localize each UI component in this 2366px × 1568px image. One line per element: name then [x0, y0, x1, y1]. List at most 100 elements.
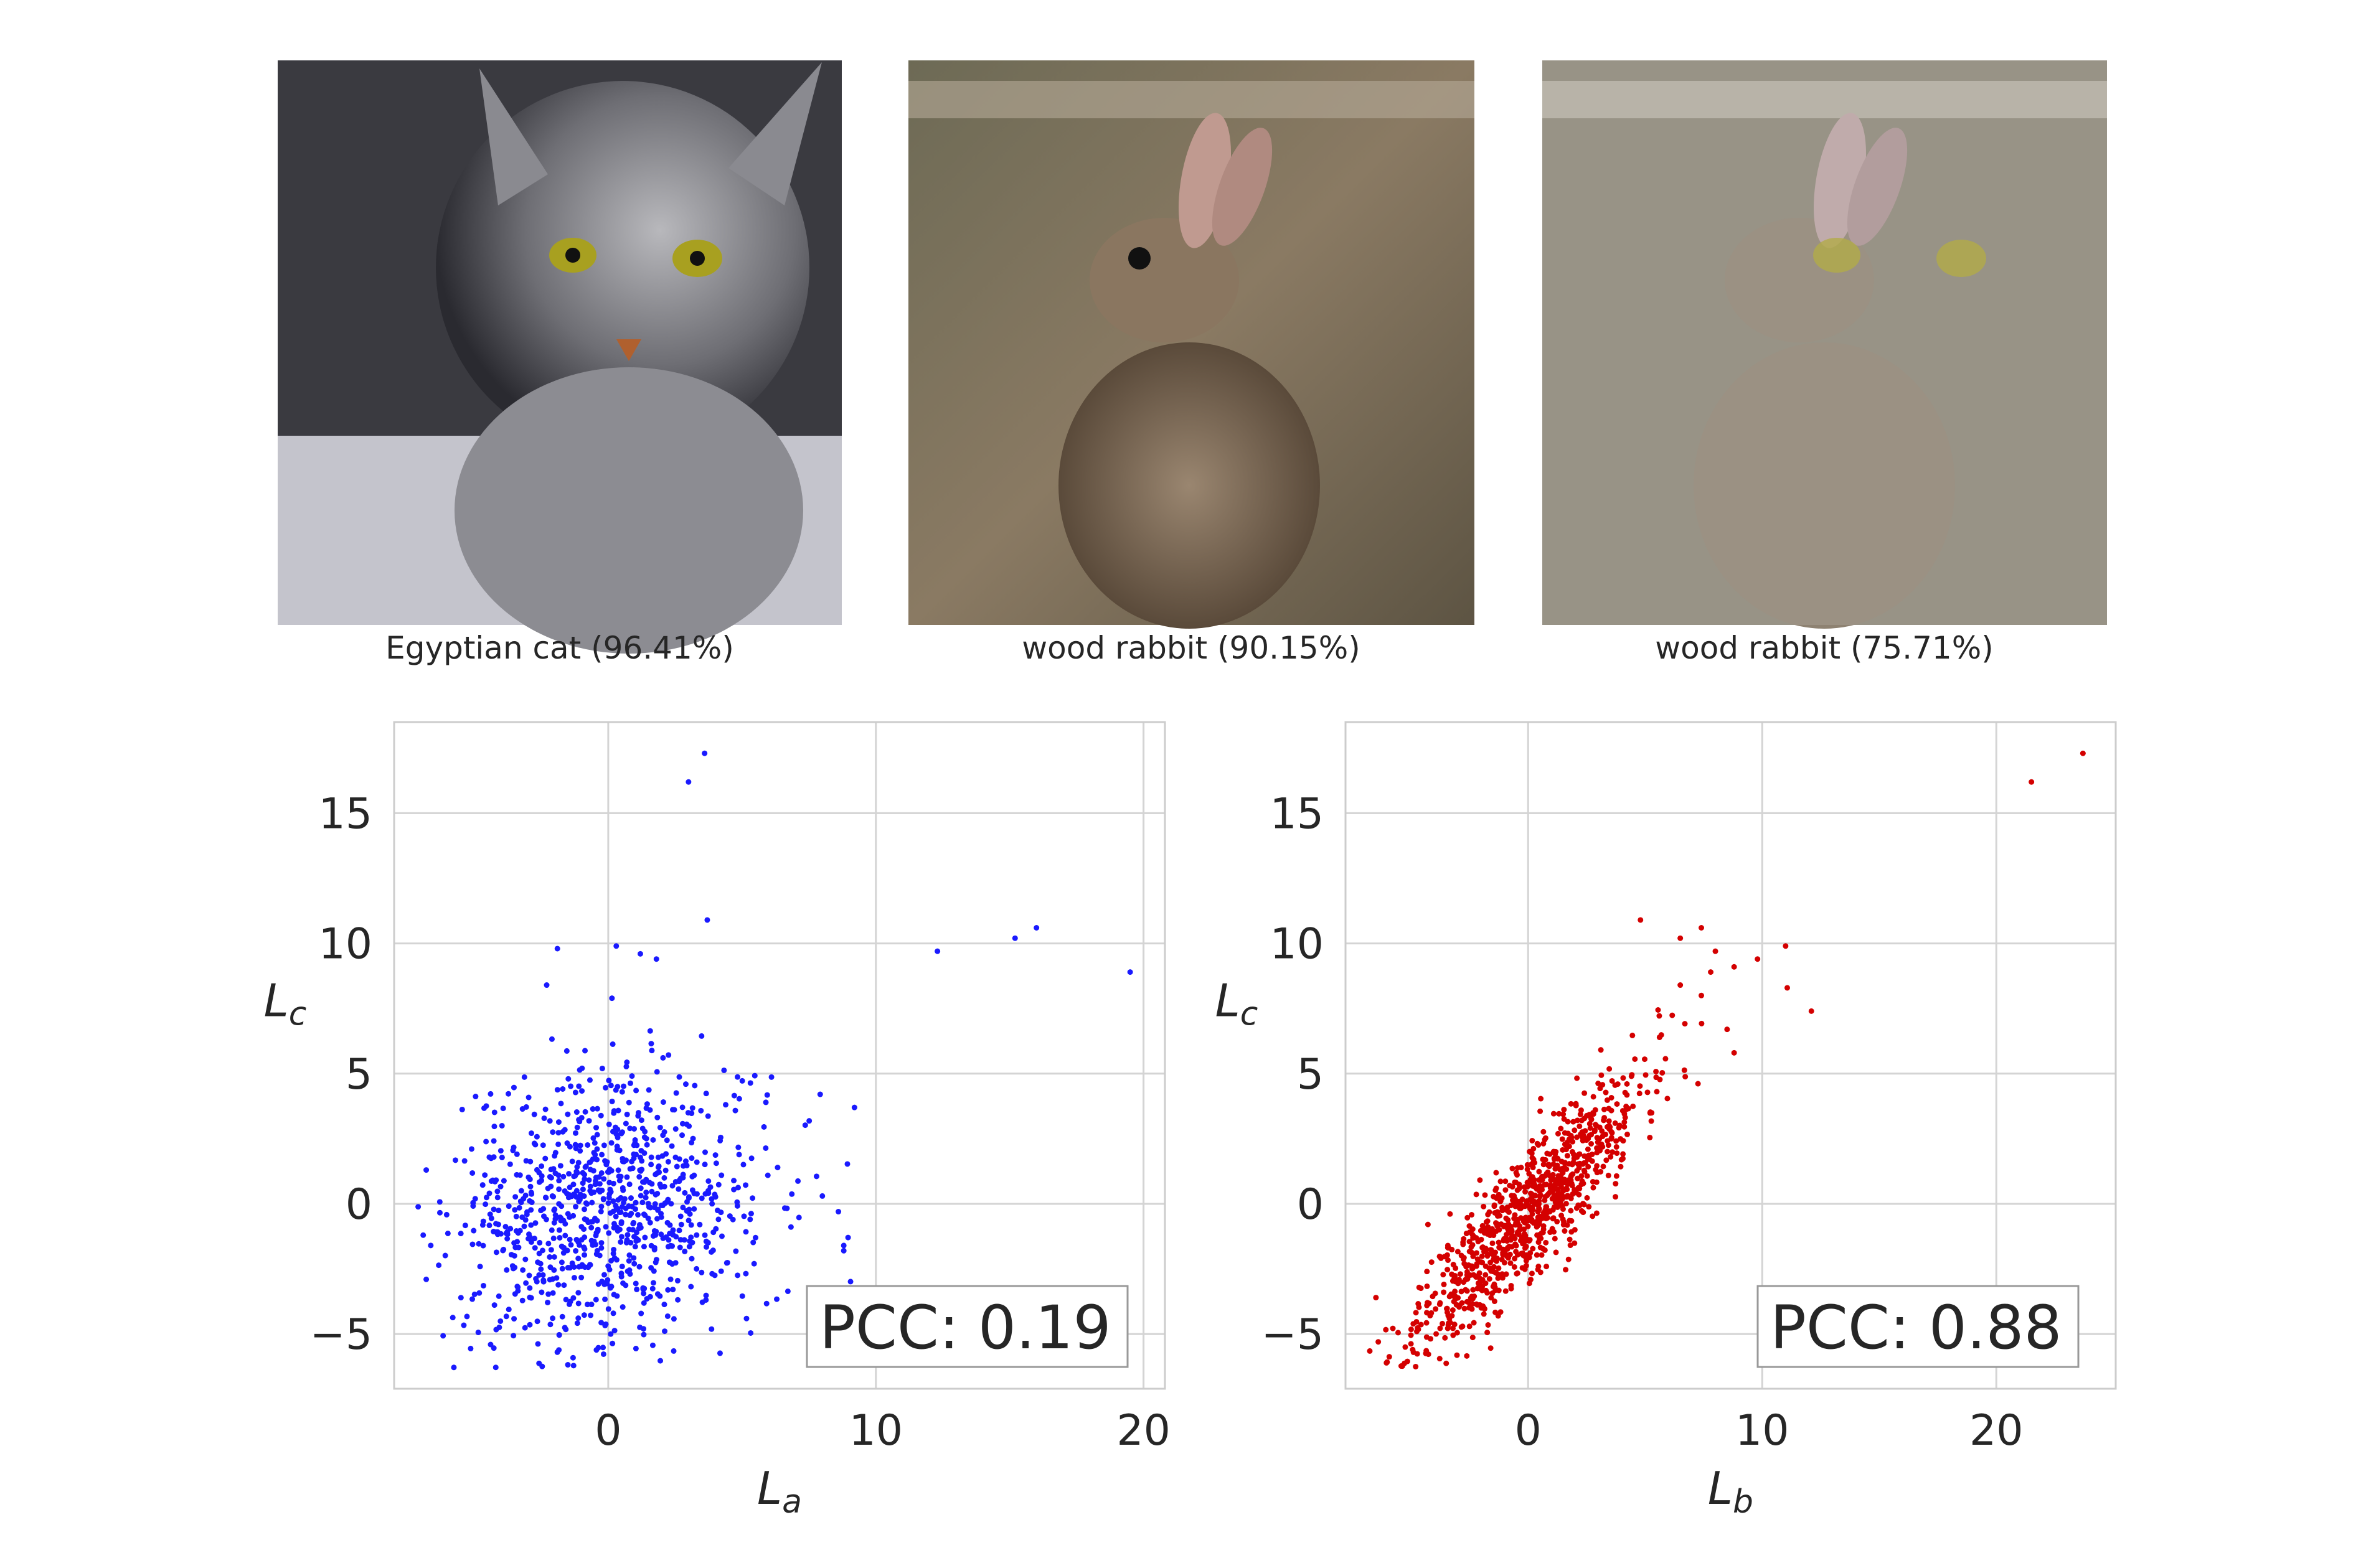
data-point	[1578, 1173, 1585, 1179]
data-point	[550, 1276, 556, 1282]
data-point	[1562, 1142, 1568, 1148]
data-point	[514, 1151, 520, 1157]
data-point	[550, 1129, 556, 1135]
data-point	[1590, 1111, 1596, 1117]
data-point	[1526, 1280, 1532, 1287]
data-point	[610, 1340, 616, 1346]
data-point	[1574, 1154, 1580, 1160]
data-point	[575, 1300, 582, 1307]
data-point	[535, 1341, 541, 1347]
data-point	[594, 1106, 600, 1112]
data-point	[1529, 1211, 1535, 1217]
data-point	[1460, 1241, 1466, 1247]
data-point	[603, 1224, 609, 1230]
data-point	[1549, 1226, 1555, 1232]
data-point	[1473, 1191, 1479, 1198]
data-point	[493, 1249, 499, 1256]
data-point	[763, 1145, 769, 1151]
data-point	[836, 1209, 842, 1215]
data-point	[632, 1244, 638, 1250]
data-point	[1531, 1180, 1537, 1186]
data-point	[1473, 1235, 1479, 1241]
data-point	[1454, 1352, 1460, 1358]
data-point	[501, 1246, 507, 1252]
data-point	[483, 1201, 489, 1208]
data-point	[743, 1182, 749, 1188]
data-point	[1577, 1111, 1583, 1117]
data-point	[588, 1237, 595, 1244]
data-point	[1540, 1129, 1547, 1135]
data-point	[1605, 1148, 1611, 1155]
data-point	[471, 1228, 477, 1234]
data-point	[1538, 1096, 1544, 1102]
data-point	[1568, 1134, 1575, 1140]
data-point	[1580, 1161, 1586, 1167]
data-point	[469, 1296, 476, 1302]
data-point	[1456, 1302, 1463, 1308]
data-point	[1497, 1178, 1504, 1185]
data-point	[1508, 1285, 1514, 1292]
data-point	[631, 1261, 638, 1267]
data-point	[608, 1082, 614, 1089]
data-point	[717, 1350, 723, 1356]
data-point	[690, 1135, 696, 1142]
data-point	[521, 1196, 527, 1202]
data-point	[540, 1272, 546, 1278]
data-point	[1530, 1145, 1537, 1152]
data-point	[552, 1153, 558, 1159]
data-point	[577, 1142, 583, 1148]
data-point	[1677, 935, 1684, 941]
data-point	[598, 1170, 605, 1176]
data-point	[1543, 1239, 1549, 1246]
data-point	[1413, 1310, 1419, 1316]
data-point	[600, 1351, 606, 1357]
data-point	[621, 1083, 627, 1089]
data-point	[590, 1156, 596, 1162]
data-point	[519, 1297, 526, 1303]
data-point	[608, 1331, 614, 1337]
data-point	[652, 1201, 658, 1207]
data-point	[556, 1186, 562, 1192]
data-point	[560, 1218, 567, 1224]
data-point	[676, 1178, 682, 1185]
y-tick-label: −5	[1261, 1310, 1324, 1359]
data-point	[573, 1188, 580, 1194]
plot-area	[394, 722, 1165, 1389]
data-point	[1590, 1094, 1596, 1100]
data-point	[1613, 1144, 1619, 1150]
data-point	[1561, 1107, 1567, 1113]
data-point	[653, 1228, 659, 1234]
data-point	[1447, 1211, 1453, 1217]
data-point	[664, 1137, 670, 1143]
data-point	[572, 1089, 578, 1096]
data-point	[1567, 1218, 1573, 1224]
data-point	[1587, 1125, 1593, 1131]
data-point	[1543, 1204, 1549, 1210]
data-point	[1433, 1331, 1440, 1337]
data-point	[1784, 985, 1790, 991]
data-point	[1410, 1349, 1416, 1355]
data-point	[1606, 1066, 1613, 1072]
data-point	[1537, 1213, 1544, 1219]
data-point	[1656, 1013, 1662, 1019]
data-point	[710, 1247, 716, 1254]
data-point	[611, 1224, 617, 1231]
data-point	[1514, 1171, 1520, 1178]
data-point	[539, 1289, 545, 1295]
data-point	[606, 1121, 612, 1127]
data-point	[1614, 1101, 1620, 1107]
data-point	[1487, 1345, 1494, 1351]
data-point	[1469, 1265, 1475, 1272]
data-point	[1572, 1240, 1578, 1246]
data-point	[423, 1276, 430, 1282]
data-point	[1783, 943, 1789, 949]
data-point	[1529, 1155, 1535, 1161]
data-point	[736, 1096, 742, 1102]
data-point	[1482, 1272, 1489, 1278]
data-point	[1525, 1183, 1531, 1190]
data-point	[1502, 1187, 1509, 1193]
data-point	[620, 1187, 626, 1193]
data-point	[512, 1194, 519, 1200]
data-point	[1441, 1254, 1448, 1260]
data-point	[556, 1331, 562, 1338]
